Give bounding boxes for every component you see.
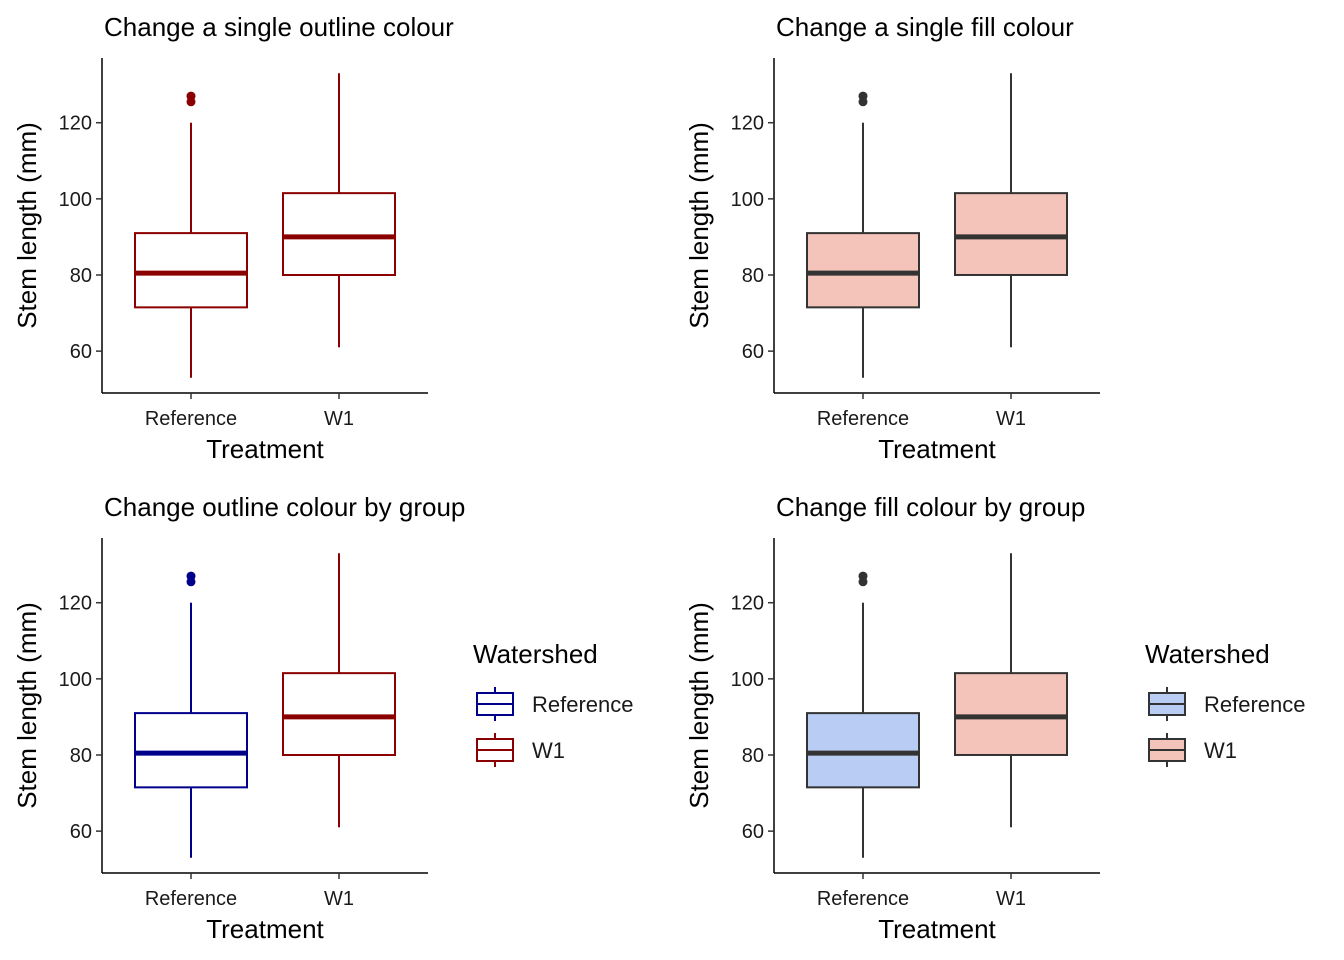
y-tick-label: 60 xyxy=(70,821,92,843)
legend-key xyxy=(1148,733,1186,767)
x-tick-label: W1 xyxy=(324,888,354,910)
outlier-point xyxy=(858,571,868,581)
legend-key xyxy=(476,733,514,767)
legend-key xyxy=(476,687,514,721)
legend: Watershed Reference W1 xyxy=(473,639,634,767)
box-w1 xyxy=(954,553,1068,828)
box-iqr xyxy=(954,192,1068,276)
chart-title: Change fill colour by group xyxy=(776,492,1085,522)
box-iqr xyxy=(806,232,920,309)
chart-title: Change a single fill colour xyxy=(776,12,1074,42)
box-reference xyxy=(806,91,920,378)
legend-label: W1 xyxy=(532,738,565,763)
panel-4: Change fill colour by group 60 80 100 120 Ref… xyxy=(684,492,1306,944)
panel-2: Change a single fill colour 60 80 100 120 Ref… xyxy=(684,12,1100,464)
x-tick-label: Reference xyxy=(817,408,909,430)
y-tick-label: 100 xyxy=(59,189,92,211)
y-axis-title: Stem length (mm) xyxy=(684,122,714,329)
outlier-point xyxy=(858,91,868,101)
box-reference xyxy=(134,571,248,858)
legend-label: Reference xyxy=(532,692,634,717)
legend-title: Watershed xyxy=(1145,639,1270,669)
y-tick-label: 60 xyxy=(742,821,764,843)
box-w1 xyxy=(282,73,396,348)
legend-label: Reference xyxy=(1204,692,1306,717)
x-tick-label: W1 xyxy=(996,408,1026,430)
y-tick-label: 80 xyxy=(742,745,764,767)
box-iqr xyxy=(282,672,396,756)
x-axis-title: Treatment xyxy=(206,914,324,944)
box-iqr xyxy=(282,192,396,276)
x-tick-label: W1 xyxy=(324,408,354,430)
y-tick-label: 100 xyxy=(59,669,92,691)
y-tick-label: 100 xyxy=(731,189,764,211)
legend-key xyxy=(1148,687,1186,721)
y-tick-label: 80 xyxy=(742,265,764,287)
y-axis-title: Stem length (mm) xyxy=(12,122,42,329)
box-reference xyxy=(134,91,248,378)
box-iqr xyxy=(134,712,248,789)
x-axis-title: Treatment xyxy=(878,914,996,944)
legend-title: Watershed xyxy=(473,639,598,669)
y-tick-label: 80 xyxy=(70,745,92,767)
box-iqr xyxy=(954,672,1068,756)
y-tick-label: 80 xyxy=(70,265,92,287)
y-tick-label: 60 xyxy=(70,341,92,363)
y-axis-title: Stem length (mm) xyxy=(12,602,42,809)
box-iqr xyxy=(806,712,920,789)
legend-label: W1 xyxy=(1204,738,1237,763)
y-tick-label: 100 xyxy=(731,669,764,691)
outlier-point xyxy=(186,571,196,581)
panel-1: Change a single outline colour 60 80 100 120… xyxy=(12,12,454,464)
y-tick-label: 120 xyxy=(59,113,92,135)
x-tick-label: Reference xyxy=(145,408,237,430)
chart-title: Change outline colour by group xyxy=(104,492,465,522)
chart-title: Change a single outline colour xyxy=(104,12,454,42)
y-tick-label: 120 xyxy=(59,593,92,615)
y-tick-label: 120 xyxy=(731,593,764,615)
x-tick-label: W1 xyxy=(996,888,1026,910)
outlier-point xyxy=(186,91,196,101)
x-axis-title: Treatment xyxy=(878,434,996,464)
x-tick-label: Reference xyxy=(817,888,909,910)
panel-3: Change outline colour by group 60 80 100 120… xyxy=(12,492,634,944)
y-tick-label: 60 xyxy=(742,341,764,363)
box-iqr xyxy=(134,232,248,309)
y-tick-label: 120 xyxy=(731,113,764,135)
box-w1 xyxy=(282,553,396,828)
x-axis-title: Treatment xyxy=(206,434,324,464)
legend: Watershed Reference W1 xyxy=(1145,639,1306,767)
y-axis-title: Stem length (mm) xyxy=(684,602,714,809)
box-w1 xyxy=(954,73,1068,348)
box-reference xyxy=(806,571,920,858)
x-tick-label: Reference xyxy=(145,888,237,910)
